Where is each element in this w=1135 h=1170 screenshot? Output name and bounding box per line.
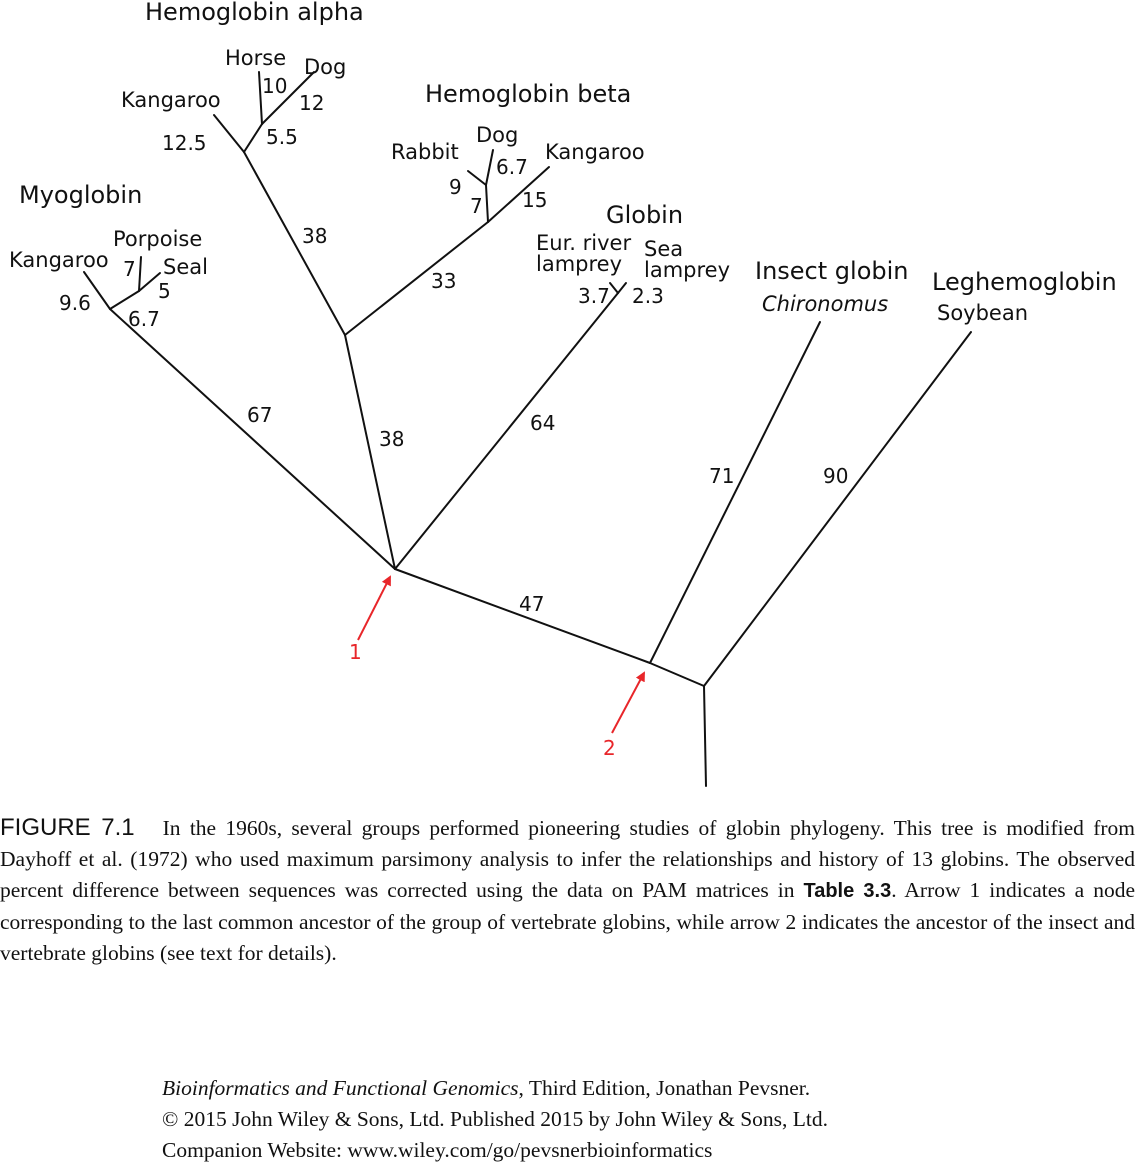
- length-myo-kangaroo: 9.6: [59, 291, 91, 315]
- group-label-myoglobin: Myoglobin: [19, 181, 142, 209]
- branch-alpha-inner: [243, 123, 263, 153]
- species-alpha-horse: Horse: [225, 46, 286, 70]
- citation-edition-author: , Third Edition, Jonathan Pevsner.: [518, 1076, 811, 1100]
- group-label-hemoglobin-beta: Hemoglobin beta: [425, 80, 631, 108]
- arrow-1-label: 1: [349, 640, 362, 664]
- annotation-arrows: [357, 575, 645, 734]
- length-alpha-stem: 38: [302, 224, 327, 248]
- length-myo-porpoise: 7: [123, 257, 136, 281]
- species-eur-river-lamprey-line1: Eur. river: [536, 231, 631, 255]
- branch-alpha-kangaroo: [213, 114, 245, 153]
- citation-book-title: Bioinformatics and Functional Genomics: [162, 1076, 519, 1100]
- branch-beta-rabbit: [467, 170, 487, 186]
- branch-alpha-horse: [258, 71, 263, 125]
- length-beta-rabbit: 9: [449, 175, 462, 199]
- figure-caption: FIGURE 7.1 In the 1960s, several groups p…: [0, 812, 1135, 969]
- branch-sea-lamprey: [617, 282, 627, 294]
- species-beta-kangaroo: Kangaroo: [545, 140, 645, 164]
- length-myo-inner: 6.7: [128, 307, 160, 331]
- table-reference: Table 3.3: [803, 880, 892, 902]
- caption-text-before: In the 1960s, several groups performed p…: [0, 816, 1135, 902]
- length-beta-dog: 6.7: [496, 155, 528, 179]
- branch-alpha-stem: [243, 151, 346, 336]
- length-beta-kangaroo: 15: [522, 188, 547, 212]
- branch-myoglobin-stem: [109, 308, 396, 570]
- group-label-leghemoglobin: Leghemoglobin: [932, 268, 1117, 296]
- arrow-2: [611, 671, 645, 734]
- branch-root: [703, 685, 707, 787]
- arrow-2-label: 2: [603, 736, 616, 760]
- length-beta-inner: 7: [470, 194, 483, 218]
- length-alpha-horse: 10: [262, 74, 287, 98]
- length-myo-seal: 5: [158, 279, 171, 303]
- branch-leghemoglobin: [703, 331, 972, 687]
- branch-hemoglobin-stem: [344, 334, 396, 570]
- species-myo-kangaroo: Kangaroo: [9, 248, 109, 272]
- branch-eur-lamprey: [609, 282, 619, 294]
- caption-text-after: . Arrow 1 indicates a node corresponding…: [0, 878, 1135, 965]
- length-eur-lamprey: 3.7: [578, 284, 610, 308]
- branch-alpha-dog: [261, 71, 315, 125]
- length-leghemoglobin-stem: 90: [823, 464, 848, 488]
- branch-myo-porpoise: [138, 256, 142, 292]
- branch-beta-dog: [485, 149, 494, 186]
- length-insect-stem: 71: [709, 464, 734, 488]
- species-chironomus: Chironomus: [762, 292, 888, 316]
- species-myo-seal: Seal: [163, 255, 208, 279]
- citation-line-2: © 2015 John Wiley & Sons, Ltd. Published…: [162, 1107, 829, 1131]
- branch-vertebrate-to-insect: [394, 568, 651, 664]
- length-hemoglobin-stem: 38: [379, 427, 404, 451]
- length-globin-stem: 64: [530, 411, 555, 435]
- figure-label: FIGURE 7.1: [0, 814, 135, 841]
- branch-beta-stem: [344, 221, 489, 336]
- species-sea-lamprey-line1: Sea: [644, 237, 683, 261]
- species-myo-porpoise: Porpoise: [113, 227, 202, 251]
- species-beta-dog: Dog: [476, 123, 518, 147]
- length-alpha-kangaroo: 12.5: [162, 131, 207, 155]
- arrow-1: [357, 575, 391, 641]
- length-myo-stem: 67: [247, 403, 272, 427]
- phylogenetic-tree: 1 2 Hemoglobin alpha Hemoglobin beta Myo…: [9, 0, 1117, 787]
- length-alpha-inner: 5.5: [266, 125, 298, 149]
- species-soybean: Soybean: [937, 301, 1028, 325]
- length-sea-lamprey: 2.3: [632, 284, 664, 308]
- book-citation: Bioinformatics and Functional Genomics, …: [162, 1073, 828, 1166]
- length-beta-stem: 33: [431, 269, 456, 293]
- species-sea-lamprey-line2: lamprey: [644, 258, 730, 282]
- branch-myo-inner: [109, 290, 140, 310]
- species-alpha-dog: Dog: [304, 55, 346, 79]
- citation-line-3: Companion Website: www.wiley.com/go/pevs…: [162, 1138, 713, 1162]
- branch-myo-kangaroo: [83, 271, 111, 310]
- citation-line-1: Bioinformatics and Functional Genomics, …: [162, 1073, 828, 1104]
- branch-globin-stem: [394, 292, 619, 570]
- group-label-globin: Globin: [606, 201, 683, 229]
- branch-myo-seal: [138, 272, 161, 292]
- branch-insect-globin: [649, 321, 821, 664]
- tree-branches: [83, 71, 972, 787]
- branch-beta-inner: [485, 184, 489, 223]
- species-alpha-kangaroo: Kangaroo: [121, 88, 221, 112]
- length-alpha-dog: 12: [299, 91, 324, 115]
- group-label-insect-globin: Insect globin: [755, 257, 909, 285]
- species-eur-river-lamprey-line2: lamprey: [536, 252, 622, 276]
- group-label-hemoglobin-alpha: Hemoglobin alpha: [145, 0, 364, 26]
- branch-root-to-arrow2-node: [649, 662, 705, 687]
- length-vertebrate-to-insect: 47: [519, 592, 544, 616]
- species-beta-rabbit: Rabbit: [391, 140, 459, 164]
- branch-beta-kangaroo: [487, 166, 550, 223]
